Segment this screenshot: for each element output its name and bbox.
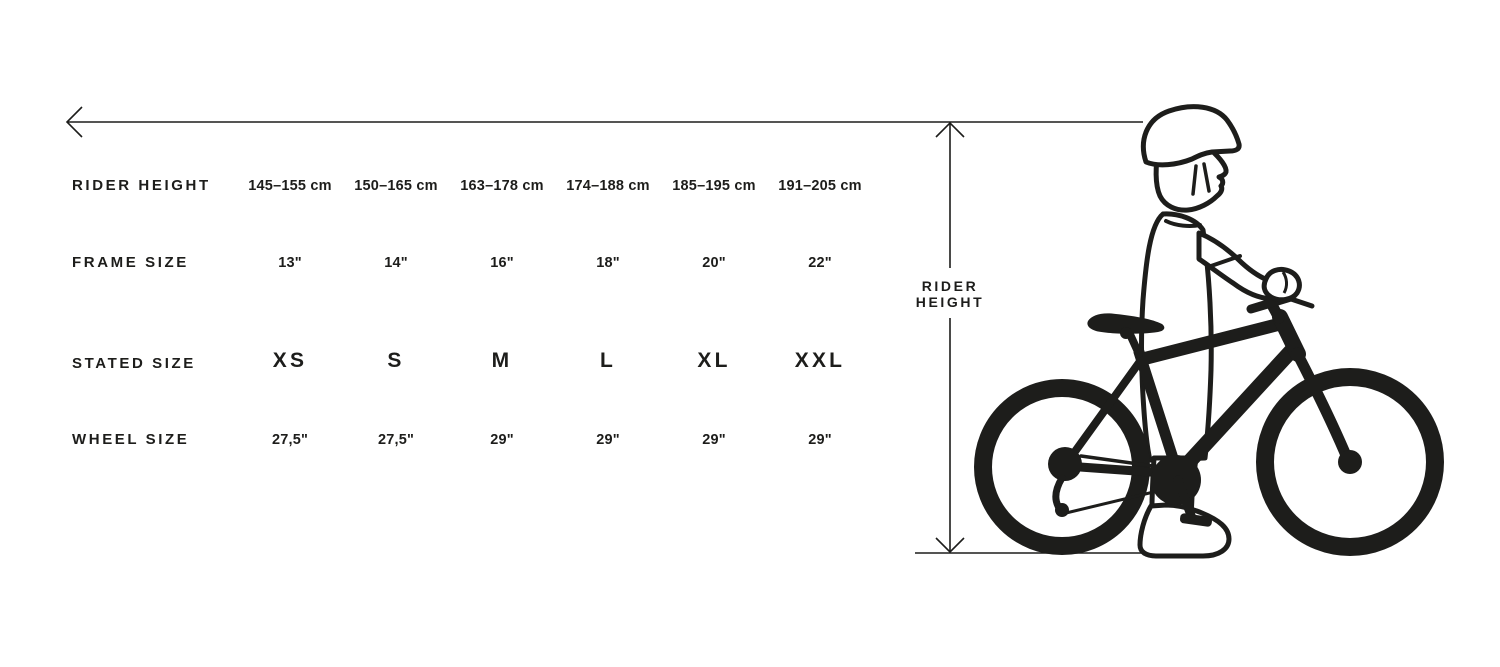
dimension-arrows [65,106,1146,554]
rider-height-annotation-line2: HEIGHT [915,294,985,310]
front-hub [1338,450,1362,474]
stated-size-value: XL [697,349,731,372]
rider-height-value: 174–188 cm [566,178,650,194]
row-label-wheel-size: WHEEL SIZE [72,431,190,448]
row-label-frame-size: FRAME SIZE [72,254,189,271]
table-row-wheel-size: WHEEL SIZE 27,5" 27,5" 29" 29" 29" 29" [0,431,900,465]
down-tube [1171,341,1301,481]
saddle [1087,313,1165,334]
knuckle-line [1281,271,1288,294]
left-arrowhead-icon [65,106,83,138]
head-tube [1272,309,1306,362]
table-row-stated-size: STATED SIZE XS S M L XL XXL [0,349,900,383]
rear-derailleur [1052,474,1066,510]
rider-height-value: 150–165 cm [354,178,438,194]
stated-size-value: XXL [794,349,846,372]
collar-line [1164,219,1202,228]
rider-height-value: 191–205 cm [778,178,862,194]
rider-shoe [1137,502,1232,559]
pedal [1179,513,1213,527]
saddle-clamp [1120,327,1132,339]
cassette [1048,447,1082,481]
frame-size-value: 13" [278,255,302,271]
chain-bottom [1064,487,1168,515]
bike-silhouette [974,292,1444,556]
rider-height-value: 185–195 cm [672,178,756,194]
seat-tube [1133,346,1184,480]
helmet-strap [1191,164,1198,196]
chain-top [1079,454,1162,469]
frame-size-value: 20" [702,255,726,271]
frame-size-value: 22" [808,255,832,271]
table-row-rider-height: RIDER HEIGHT 145–155 cm 150–165 cm 163–1… [0,177,900,211]
stated-size-value: XS [272,349,308,372]
wheel-size-value: 29" [702,432,726,448]
wheel-size-value: 29" [490,432,514,448]
stated-size-value: L [599,349,617,372]
wheel-size-value: 27,5" [271,432,309,448]
wheel-size-value: 27,5" [377,432,415,448]
rider-hand [1261,266,1302,303]
row-label-stated-size: STATED SIZE [72,355,196,372]
stated-size-value: S [387,349,405,372]
frame-size-value: 18" [596,255,620,271]
rider-height-value: 145–155 cm [248,178,332,194]
sleeve-hem-line [1209,254,1242,268]
frame-size-value: 16" [490,255,514,271]
top-tube [1136,317,1287,366]
table-row-frame-size: FRAME SIZE 13" 14" 16" 18" 20" 22" [0,254,900,288]
helmet-strap [1202,162,1211,193]
fork [1291,347,1354,466]
up-arrowhead-icon [935,121,965,138]
wheel-size-value: 29" [808,432,832,448]
brake-lever [1288,296,1315,309]
front-wheel [1256,368,1444,556]
down-arrowhead-icon [935,537,965,554]
rider-height-annotation-line1: RIDER [921,278,979,294]
frame-size-value: 14" [384,255,408,271]
seatstay [1062,356,1145,468]
rider-height-annotation: RIDER HEIGHT [916,278,985,310]
stated-size-value: M [491,349,513,372]
row-label-rider-height: RIDER HEIGHT [72,177,211,194]
rider-helmet [1140,104,1242,168]
rider-height-value: 163–178 cm [460,178,544,194]
derailleur-pulley [1055,503,1069,517]
crank-arm [1173,475,1197,523]
wheel-size-value: 29" [596,432,620,448]
